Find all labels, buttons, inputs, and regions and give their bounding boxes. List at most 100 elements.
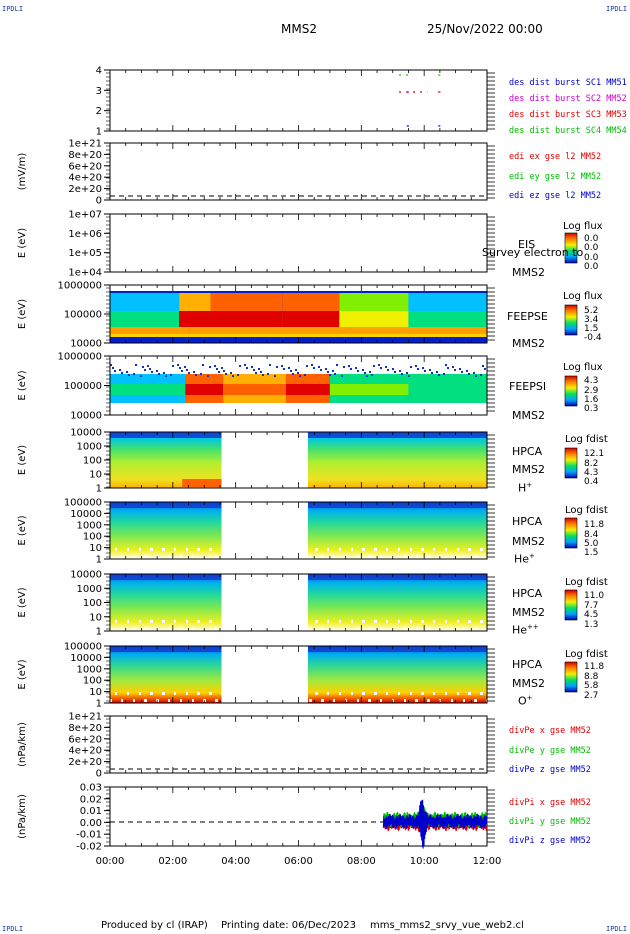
hpca-p7-dropout xyxy=(139,548,141,551)
hpca-p8-dropout xyxy=(480,620,482,623)
p9-ytick-label-0: 100000 xyxy=(64,642,102,653)
hpca-p8-dropout xyxy=(110,627,112,630)
hpca-p7-block-after-gap xyxy=(307,502,487,559)
feepsi-speckle xyxy=(193,371,195,373)
hpca-p7-dropout xyxy=(415,555,417,558)
hpca-p8-data-gap xyxy=(221,574,308,631)
p9-ytick-label-1: 10000 xyxy=(70,653,102,664)
hpca-p9-dropout xyxy=(468,692,470,695)
hpca-p8-dropout xyxy=(368,627,370,630)
p3-cbar-title: Log flux xyxy=(563,221,603,232)
feepsi-speckle xyxy=(387,369,389,371)
hpca-p8-dropout xyxy=(474,627,476,630)
hpca-p7-dropout xyxy=(451,555,453,558)
hpca-p7-dropout xyxy=(209,548,211,551)
hpca-p9-dropout xyxy=(457,692,459,695)
feepsi-speckle xyxy=(295,369,297,371)
feepsi-speckle xyxy=(364,372,366,374)
hpca-p8-dropout xyxy=(321,627,323,630)
p9-ytick-label-2: 1000 xyxy=(77,664,102,675)
feepsi-speckle xyxy=(218,371,220,373)
p10-ytick-label-0: 1e+21 xyxy=(68,712,102,723)
p6-ylabel: E (eV) xyxy=(17,445,28,475)
p3-cbar-v2: 0.0 xyxy=(584,253,599,263)
feepsi-speckle xyxy=(221,367,223,369)
feepsi-speckle xyxy=(313,367,315,369)
hpca-p9-dropout xyxy=(398,692,400,695)
feepsi-speckle xyxy=(121,372,123,374)
feepsi-speckle xyxy=(304,374,306,376)
hpca-p8-dropout xyxy=(192,627,194,630)
feepsi-speckle xyxy=(151,371,153,373)
hpca-p8-block-before-gap xyxy=(110,574,222,631)
p6-colorbar xyxy=(564,447,578,479)
p1-legend-sc1: des dist burst SC1 MM51 xyxy=(509,78,627,88)
corner-label-bottom-right: IPDLI xyxy=(606,925,628,933)
feepsi-speckle xyxy=(216,368,218,370)
hpca-p8-dropout xyxy=(333,627,335,630)
feepsi-speckle xyxy=(336,364,338,366)
feepsi-speckle xyxy=(267,373,269,375)
p10-ytick-label-5: 0 xyxy=(96,769,102,780)
feepsi-speckle xyxy=(186,369,188,371)
hpca-p9-dropout xyxy=(315,692,317,695)
feepse-core xyxy=(408,311,487,329)
hpca-p8-dropout xyxy=(115,620,117,623)
feepsi-speckle xyxy=(126,371,128,373)
hpca-p8-dropout xyxy=(327,620,329,623)
hpca-p9-dropout xyxy=(339,692,341,695)
hpca-p9-dropout xyxy=(357,699,359,702)
p6-cbar-v1: 8.2 xyxy=(584,459,599,469)
p10-legend-x: divPe x gse MM52 xyxy=(509,726,591,736)
p3-frame xyxy=(109,213,488,273)
p8-cbar-v1: 7.7 xyxy=(584,601,599,611)
p5-ytick-label-2: 10000 xyxy=(70,411,102,422)
p11-ytick-label-2: 0.01 xyxy=(80,806,102,817)
p7-species: He+ xyxy=(514,552,535,566)
feepsi-speckle xyxy=(135,364,137,366)
hpca-p7-dropout xyxy=(186,548,188,551)
p8-colorbar xyxy=(564,589,578,621)
p4-cbar-v1: 3.4 xyxy=(584,315,599,325)
p5-ylabel: E (eV) xyxy=(17,370,28,400)
feepsi-speckle xyxy=(445,364,447,366)
p8-ylabel: E (eV) xyxy=(17,587,28,617)
p9-species-charge: + xyxy=(526,694,533,702)
p5-colorbar xyxy=(564,375,578,407)
feepsi-speckle xyxy=(276,366,278,368)
feepsi-speckle xyxy=(443,373,445,375)
p8-ytick-label-1: 1000 xyxy=(77,584,102,595)
feepsi-speckle xyxy=(290,370,292,372)
p8-cbar-v0: 11.0 xyxy=(584,591,605,601)
feepsi-speckle xyxy=(466,370,468,372)
hpca-p7-dropout xyxy=(445,548,447,551)
feepsi-core xyxy=(185,384,224,395)
p9-ytick-label-3: 100 xyxy=(83,676,102,687)
p4-ytick-label-0: 1000000 xyxy=(57,281,102,292)
feepsi-speckle xyxy=(332,370,334,372)
p9-cbar-v0: 11.8 xyxy=(584,662,605,672)
hpca-p7-dropout xyxy=(380,555,382,558)
feepsi-core xyxy=(110,384,186,395)
p7-spacecraft: MMS2 xyxy=(512,535,545,548)
p6-cbar-v3: 0.4 xyxy=(584,477,599,487)
p7-ytick-label-4: 10 xyxy=(89,543,102,554)
feepsi-speckle xyxy=(429,369,431,371)
hpca-p7-dropout xyxy=(474,555,476,558)
hpca-p7-dropout xyxy=(463,555,465,558)
feepsi-speckle xyxy=(343,366,345,368)
p3-ytick-label-0: 1e+07 xyxy=(68,210,102,221)
feepsi-speckle xyxy=(380,367,382,369)
p10-ytick-label-1: 8e+20 xyxy=(68,723,102,734)
hpca-p8-dropout xyxy=(221,620,223,623)
hpca-p8-dropout xyxy=(398,620,400,623)
p2-ytick-label-3: 4e+20 xyxy=(68,173,102,184)
hpca-p8-dropout xyxy=(209,620,211,623)
feepsi-speckle xyxy=(366,375,368,377)
feepsi-speckle xyxy=(214,365,216,367)
hpca-p8-dropout xyxy=(139,620,141,623)
feepsi-speckle xyxy=(459,368,461,370)
feepsi-speckle xyxy=(225,373,227,375)
p2-legend-ez: edi ez gse l2 MM52 xyxy=(509,191,602,201)
feepsi-speckle xyxy=(246,367,248,369)
